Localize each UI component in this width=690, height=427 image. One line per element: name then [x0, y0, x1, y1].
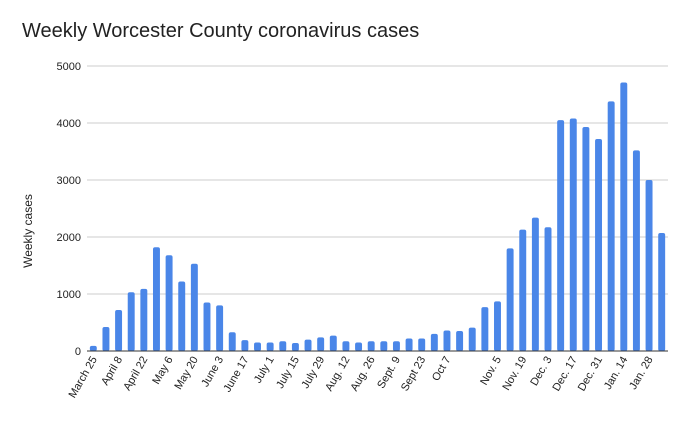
x-tick-label: June 3 — [199, 355, 226, 390]
bar — [127, 292, 135, 351]
bar — [89, 345, 97, 351]
y-tick-label: 0 — [75, 346, 81, 358]
x-tick-label: March 25 — [67, 355, 100, 401]
bar — [165, 255, 173, 351]
bar — [342, 341, 350, 351]
y-axis-ticks: 0 1000 2000 3000 4000 5000 — [57, 61, 81, 358]
bar — [569, 118, 577, 351]
x-tick-label: Oct 7 — [430, 355, 454, 384]
bar — [506, 248, 514, 351]
bar — [658, 233, 666, 351]
bar — [607, 101, 615, 351]
bar — [380, 341, 388, 351]
bar — [317, 337, 325, 351]
bar — [456, 331, 464, 351]
bar — [279, 341, 287, 351]
y-tick-label: 3000 — [57, 175, 81, 187]
x-tick-label: Dec. 31 — [576, 355, 605, 394]
bar — [367, 341, 375, 351]
bar — [557, 120, 565, 352]
bar — [152, 247, 160, 351]
x-tick-label: Dec. 3 — [528, 355, 554, 389]
x-tick-label: April 22 — [121, 355, 150, 393]
x-tick-label: April 8 — [99, 355, 125, 388]
bar — [228, 332, 236, 351]
bar — [632, 150, 640, 351]
bar — [266, 342, 274, 351]
bar — [405, 338, 413, 351]
bar — [468, 327, 476, 351]
x-tick-label: Nov. 5 — [478, 355, 504, 388]
bar — [418, 338, 426, 351]
y-tick-label: 1000 — [57, 289, 81, 301]
x-tick-label: Jan. 28 — [627, 355, 655, 392]
y-tick-label: 5000 — [57, 61, 81, 73]
bar — [254, 342, 261, 351]
bar — [216, 305, 224, 351]
bar — [304, 339, 312, 351]
x-tick-label: Sept 23 — [399, 355, 428, 394]
x-tick-label: July 1 — [252, 355, 277, 386]
bar — [582, 126, 590, 352]
bar — [519, 229, 527, 351]
bar — [494, 301, 501, 351]
bar — [178, 281, 186, 351]
bar — [329, 335, 337, 351]
x-tick-label: July 15 — [274, 355, 302, 391]
bar — [190, 263, 198, 351]
bar — [531, 217, 539, 351]
bar — [481, 307, 489, 351]
bar — [595, 138, 603, 351]
chart-title: Weekly Worcester County coronavirus case… — [22, 20, 420, 42]
bar — [443, 330, 451, 351]
x-tick-label: Nov. 19 — [500, 355, 529, 393]
x-tick-label: May 20 — [173, 355, 201, 392]
x-tick-label: July 29 — [299, 355, 327, 391]
bar — [115, 309, 123, 351]
gridlines — [87, 65, 668, 295]
bar — [355, 342, 363, 351]
x-tick-label: May 6 — [150, 355, 175, 387]
y-tick-label: 2000 — [57, 232, 81, 244]
bars — [89, 82, 666, 352]
bar — [620, 82, 628, 351]
x-tick-label: Sept. 9 — [375, 355, 403, 391]
bar — [140, 288, 148, 351]
y-tick-label: 4000 — [57, 118, 81, 130]
bar — [241, 340, 249, 351]
bar — [544, 227, 552, 351]
bar — [392, 341, 400, 351]
bar — [430, 333, 438, 351]
bar — [203, 302, 211, 351]
bar — [102, 327, 110, 351]
x-tick-label: Aug. 26 — [348, 355, 377, 394]
bar — [645, 180, 653, 351]
bar — [291, 343, 299, 351]
